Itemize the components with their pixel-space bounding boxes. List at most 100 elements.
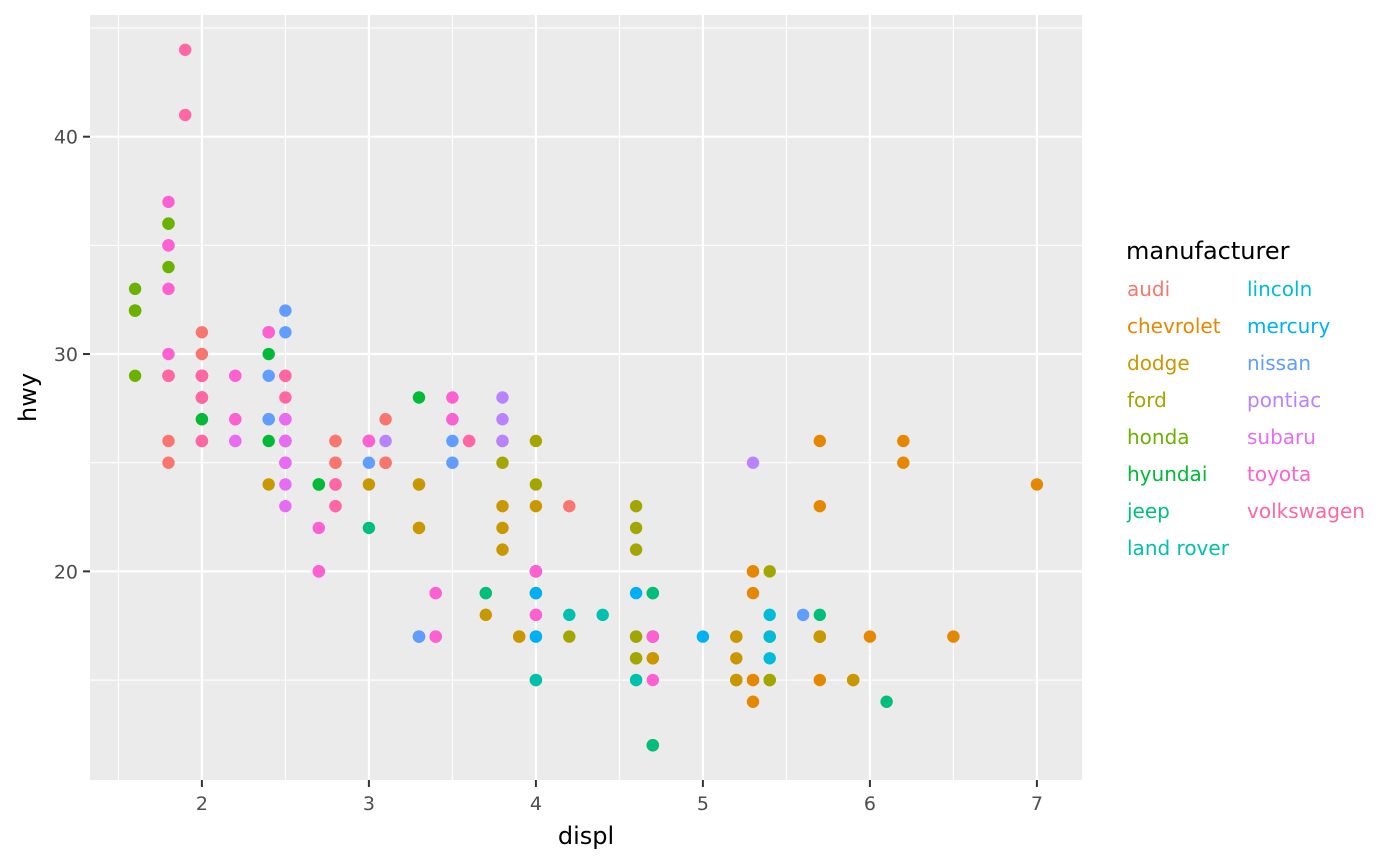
data-point-chevrolet: [897, 434, 910, 448]
data-point-ford: [629, 543, 643, 556]
data-point-jeep: [479, 586, 492, 600]
data-point-ford: [629, 499, 643, 513]
data-point-volkswagen: [279, 391, 292, 404]
data-point-ford: [629, 630, 643, 643]
legend-item-toyota: toyota: [1247, 462, 1311, 486]
data-point-ford: [529, 478, 543, 491]
data-point-hyundai: [195, 413, 209, 426]
legend-item-subaru: subaru: [1247, 425, 1316, 449]
data-point-chevrolet: [813, 673, 827, 687]
data-point-jeep: [646, 739, 660, 752]
data-point-chevrolet: [897, 456, 910, 469]
x-tick-label: 5: [697, 793, 709, 815]
data-point-audi: [563, 499, 576, 513]
y-axis: 20 30 40: [54, 127, 90, 583]
legend-item-pontiac: pontiac: [1247, 388, 1321, 412]
data-point-volkswagen: [178, 43, 192, 56]
data-point-toyota: [162, 282, 175, 296]
legend-item-lincoln: lincoln: [1247, 277, 1312, 301]
data-point-mercury: [696, 630, 710, 643]
data-point-nissan: [446, 456, 459, 469]
data-point-jeep: [362, 521, 376, 535]
data-point-toyota: [446, 413, 459, 426]
y-tick-label: 20: [54, 561, 78, 583]
data-point-ford: [629, 652, 643, 665]
data-point-ford: [563, 630, 576, 643]
legend-item-nissan: nissan: [1247, 351, 1311, 375]
data-point-toyota: [429, 586, 442, 600]
data-point-nissan: [446, 434, 459, 448]
data-point-volkswagen: [195, 369, 209, 382]
data-point-ford: [763, 673, 776, 687]
data-point-volkswagen: [329, 478, 342, 491]
data-point-honda: [162, 260, 175, 274]
data-point-pontiac: [746, 456, 760, 469]
data-point-hyundai: [262, 434, 275, 448]
legend-item-dodge: dodge: [1127, 351, 1190, 375]
y-axis-title: hwy: [14, 373, 42, 422]
x-tick-label: 3: [363, 793, 375, 815]
data-point-audi: [195, 326, 209, 339]
data-point-dodge: [730, 652, 743, 665]
data-point-jeep: [880, 695, 893, 708]
data-point-chevrolet: [947, 630, 960, 643]
data-point-dodge: [262, 478, 275, 491]
plot-panel: [90, 15, 1082, 780]
data-point-subaru: [279, 434, 292, 448]
data-point-toyota: [429, 630, 442, 643]
data-point-audi: [329, 434, 342, 448]
data-point-honda: [128, 304, 142, 317]
data-point-mercury: [529, 586, 543, 600]
data-point-nissan: [796, 608, 810, 622]
data-point-mercury: [529, 630, 543, 643]
data-point-dodge: [479, 608, 492, 622]
data-point-audi: [379, 456, 392, 469]
data-point-volkswagen: [462, 434, 476, 448]
data-point-subaru: [279, 478, 292, 491]
data-point-hyundai: [312, 478, 325, 491]
data-point-subaru: [229, 434, 242, 448]
data-point-volkswagen: [178, 108, 192, 122]
data-point-lincoln: [763, 652, 776, 665]
x-tick-label: 2: [196, 793, 208, 815]
data-points: [128, 43, 1044, 752]
data-point-jeep: [813, 608, 827, 622]
data-point-toyota: [446, 391, 459, 404]
data-point-nissan: [279, 304, 292, 317]
data-point-lincoln: [763, 630, 776, 643]
data-point-ford: [763, 565, 776, 578]
data-point-toyota: [529, 565, 543, 578]
data-point-nissan: [362, 456, 376, 469]
legend-item-chevrolet: chevrolet: [1127, 314, 1221, 338]
data-point-land-rover: [529, 673, 543, 687]
data-point-chevrolet: [746, 565, 760, 578]
legend: manufacturer audi chevrolet dodge ford honda…: [1126, 237, 1365, 560]
data-point-pontiac: [496, 413, 509, 426]
legend-title: manufacturer: [1126, 237, 1290, 265]
data-point-hyundai: [412, 391, 426, 404]
data-point-dodge: [412, 521, 426, 535]
data-point-toyota: [646, 630, 660, 643]
data-point-audi: [162, 434, 175, 448]
y-tick-label: 40: [54, 127, 78, 149]
data-point-jeep: [646, 586, 660, 600]
data-point-audi: [195, 347, 209, 361]
x-tick-label: 7: [1031, 793, 1043, 815]
data-point-pontiac: [496, 391, 509, 404]
data-point-volkswagen: [162, 369, 175, 382]
legend-item-honda: honda: [1127, 425, 1190, 449]
data-point-toyota: [362, 434, 376, 448]
data-point-dodge: [512, 630, 526, 643]
data-point-land-rover: [563, 608, 576, 622]
x-axis-title: displ: [558, 822, 614, 850]
x-tick-label: 4: [530, 793, 542, 815]
data-point-chevrolet: [1030, 478, 1044, 491]
y-tick-label: 30: [54, 344, 78, 366]
data-point-chevrolet: [746, 586, 760, 600]
data-point-toyota: [229, 413, 242, 426]
data-point-audi: [329, 456, 342, 469]
data-point-chevrolet: [746, 695, 760, 708]
legend-item-jeep: jeep: [1126, 499, 1170, 523]
data-point-chevrolet: [746, 673, 760, 687]
